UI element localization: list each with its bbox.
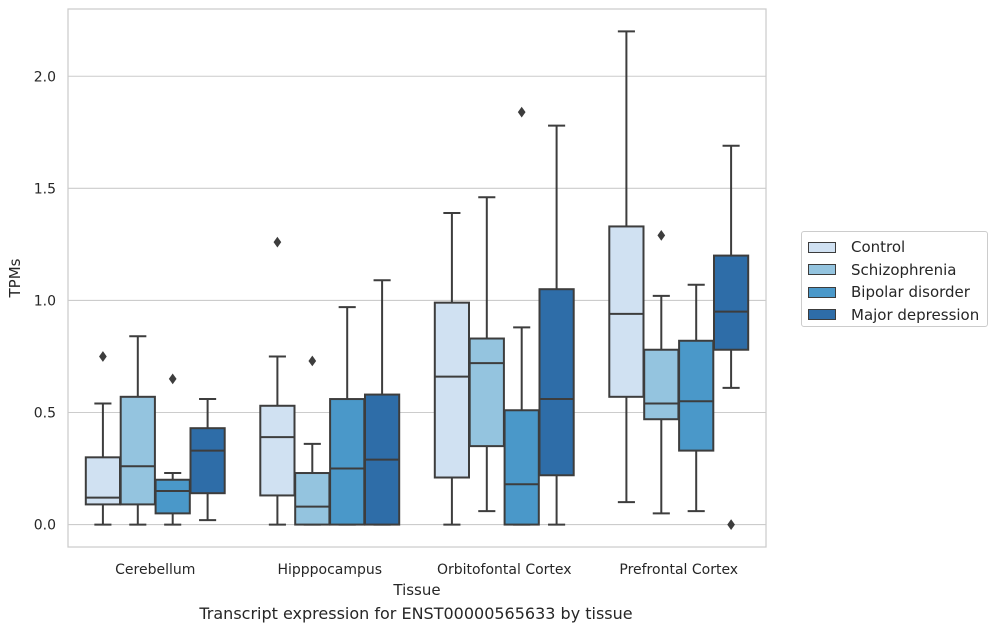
box-iqr	[259, 404, 296, 497]
box-iqr	[643, 348, 680, 421]
boxes	[84, 30, 750, 530]
y-tick-label: 2.0	[34, 69, 56, 85]
box-iqr	[119, 395, 156, 506]
legend: Control Schizophrenia Bipolar disorder M…	[801, 231, 988, 327]
legend-label-schizophrenia: Schizophrenia	[851, 260, 957, 279]
outlier-point	[168, 373, 177, 385]
box-group	[503, 106, 540, 526]
box-iqr	[433, 301, 471, 479]
box-group	[259, 236, 296, 526]
box-group	[712, 144, 750, 530]
y-tick-label: 0.5	[34, 406, 56, 422]
outlier-point	[273, 236, 282, 248]
box-group	[538, 124, 575, 526]
box-group	[608, 30, 645, 504]
chart-caption: Transcript expression for ENST0000056563…	[199, 604, 633, 623]
box-group	[363, 279, 401, 526]
outlier-point	[517, 106, 526, 118]
x-axis-label: Tissue	[392, 581, 440, 599]
y-tick-label: 1.0	[34, 293, 56, 309]
plot-frame	[67, 8, 767, 548]
box-iqr	[712, 254, 750, 351]
legend-swatch-major-depression	[808, 309, 836, 321]
legend-swatch-schizophrenia	[808, 264, 836, 276]
box-iqr	[329, 398, 366, 526]
y-axis-label: TPMs	[6, 258, 24, 298]
box-group	[154, 373, 191, 526]
legend-item-schizophrenia: Schizophrenia	[808, 259, 987, 282]
box-group	[189, 398, 226, 522]
x-tick-labels: Cerebellum Hipppocampus Orbitofontal Corte…	[115, 562, 738, 578]
y-tick-label: 0.0	[34, 518, 56, 534]
box-iqr	[189, 427, 226, 495]
box-group	[119, 335, 156, 526]
legend-label-major-depression: Major depression	[851, 305, 980, 324]
y-tick-label: 1.5	[34, 181, 56, 197]
box-group	[468, 196, 505, 513]
box-group	[329, 306, 366, 526]
outlier-point	[727, 519, 735, 530]
outlier-point	[99, 351, 107, 362]
legend-swatch-control	[808, 241, 836, 253]
legend-swatch-bipolar-disorder	[808, 286, 836, 298]
box-group	[84, 351, 122, 526]
box-iqr	[538, 288, 575, 477]
box-iqr	[608, 225, 645, 398]
legend-item-major-depression: Major depression	[808, 304, 987, 327]
y-tick-labels: 0.0 0.5 1.0 1.5 2.0	[34, 69, 56, 533]
box-iqr	[154, 478, 191, 515]
box-iqr	[468, 337, 505, 448]
x-tick-label: Hipppocampus	[277, 562, 382, 578]
legend-label-control: Control	[851, 238, 906, 257]
x-tick-label: Prefrontal Cortex	[619, 562, 738, 578]
x-tick-label: Cerebellum	[115, 562, 195, 578]
legend-label-bipolar-disorder: Bipolar disorder	[851, 283, 970, 302]
box-iqr	[294, 472, 331, 526]
x-tick-label: Orbitofontal Cortex	[437, 562, 572, 578]
box-group	[433, 211, 471, 526]
legend-item-bipolar-disorder: Bipolar disorder	[808, 281, 987, 304]
box-iqr	[503, 409, 540, 526]
outlier-point	[657, 230, 666, 241]
box-iqr	[678, 339, 715, 452]
outlier-point	[308, 355, 317, 367]
box-group	[678, 283, 715, 513]
box-group	[294, 355, 331, 526]
legend-item-control: Control	[808, 236, 987, 259]
box-group	[643, 230, 680, 515]
